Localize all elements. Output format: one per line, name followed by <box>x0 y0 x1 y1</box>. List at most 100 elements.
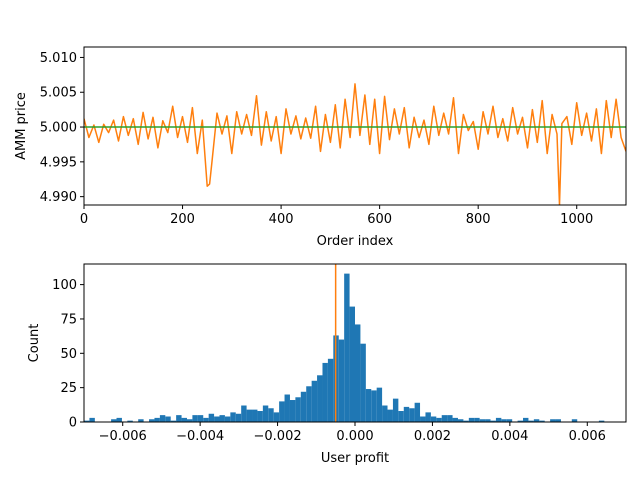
histogram-bar <box>414 402 421 422</box>
amm-price-line <box>84 83 626 205</box>
histogram-bar <box>495 417 502 422</box>
histogram-bar <box>138 419 144 422</box>
histogram-bar <box>550 419 556 422</box>
profit-histogram-y-axis: 0 25 50 75 100 <box>52 278 84 431</box>
y-tick-label: 4.995 <box>40 155 77 170</box>
histogram-bar <box>479 419 486 422</box>
histogram-bar <box>468 417 475 422</box>
histogram-bar <box>165 416 171 422</box>
price-chart-xlabel: Order index <box>317 234 394 249</box>
histogram-bar <box>436 417 442 422</box>
histogram-bar <box>252 409 258 422</box>
x-tick-label: −0.002 <box>254 429 302 444</box>
histogram-bar <box>300 391 307 422</box>
histogram-bar <box>523 417 529 422</box>
histogram-bar <box>365 389 372 422</box>
histogram-bar <box>197 415 204 422</box>
price-chart-plot-area <box>84 83 626 205</box>
x-tick-label: 600 <box>367 212 392 227</box>
histogram-bar <box>268 408 274 422</box>
histogram-bar <box>192 415 198 422</box>
histogram-bar <box>338 339 345 422</box>
y-tick-label: 100 <box>52 278 77 293</box>
y-tick-label: 75 <box>60 312 77 327</box>
histogram-bar <box>230 412 236 422</box>
y-tick-label: 5.005 <box>40 86 77 101</box>
histogram-bar <box>474 417 480 422</box>
y-tick-label: 0 <box>69 416 77 431</box>
histogram-bar <box>398 411 404 422</box>
histogram-bar <box>154 417 160 422</box>
histogram-bar <box>176 415 182 422</box>
histogram-bar <box>170 420 177 422</box>
x-tick-label: 0.000 <box>336 429 373 444</box>
x-tick-label: 0.004 <box>491 429 528 444</box>
histogram-bar <box>257 411 263 422</box>
histogram-bar <box>403 406 410 422</box>
histogram-bar <box>447 415 453 422</box>
histogram-bar <box>149 419 155 422</box>
histogram-bar <box>89 417 95 422</box>
histogram-bar <box>116 417 122 422</box>
histogram-bar <box>203 417 209 422</box>
histogram-bar <box>392 398 399 422</box>
histogram-bar <box>409 408 415 422</box>
histogram-bar <box>273 412 280 422</box>
histogram-bar <box>452 417 458 422</box>
x-tick-label: 0.006 <box>569 429 606 444</box>
histogram-bar <box>224 416 231 422</box>
y-tick-label: 5.010 <box>40 51 77 66</box>
price-chart-frame <box>83 46 627 206</box>
histogram-bar <box>598 420 605 422</box>
histogram-bar <box>506 419 513 422</box>
x-tick-label: 1000 <box>560 212 593 227</box>
histogram-bar <box>420 416 426 422</box>
price-chart: 0 200 400 600 800 1000 4.990 4.995 5.000 5.005 5.… <box>14 46 627 249</box>
y-tick-label: 4.990 <box>40 190 77 205</box>
profit-histogram-xlabel: User profit <box>321 451 389 466</box>
histogram-bar <box>295 397 301 422</box>
x-tick-label: 0.002 <box>414 429 451 444</box>
histogram-bar <box>246 409 253 422</box>
histogram-bar <box>528 420 534 422</box>
histogram-bar <box>84 420 90 422</box>
histogram-bar <box>344 273 350 422</box>
histogram-bar <box>463 420 469 422</box>
histogram-bar <box>533 419 540 422</box>
x-tick-label: −0.006 <box>99 429 147 444</box>
histogram-bar <box>376 387 383 422</box>
x-tick-label: 0 <box>80 212 88 227</box>
x-tick-label: −0.004 <box>176 429 224 444</box>
histogram-bar <box>441 415 448 422</box>
histogram-bar <box>159 415 166 422</box>
histogram-bar <box>219 415 225 422</box>
histogram-bar <box>289 400 296 422</box>
histogram-bar <box>555 419 561 422</box>
histogram-bar <box>457 419 464 422</box>
histogram-bar <box>349 306 355 422</box>
histogram-bar <box>425 412 431 422</box>
price-chart-y-axis: 4.990 4.995 5.000 5.005 5.010 <box>40 51 84 205</box>
histogram-bar <box>279 401 285 422</box>
profit-histogram: −0.006 −0.004 −0.002 0.000 0.002 0.004 0.006 0… <box>27 263 627 466</box>
profit-histogram-ylabel: Count <box>27 324 42 363</box>
histogram-bar <box>306 386 312 422</box>
price-chart-x-axis: 0 200 400 600 800 1000 <box>80 205 593 227</box>
histogram-bar <box>111 419 117 422</box>
histogram-bar <box>181 417 187 422</box>
histogram-bar <box>241 405 247 422</box>
profit-histogram-plot-area <box>84 264 605 422</box>
x-tick-label: 800 <box>466 212 491 227</box>
histogram-bar <box>322 362 328 422</box>
histogram-bar <box>311 380 318 422</box>
histogram-bar <box>501 419 507 422</box>
x-tick-label: 200 <box>170 212 195 227</box>
histogram-bar <box>430 416 437 422</box>
histogram-bar <box>360 343 366 422</box>
histogram-bar <box>235 413 242 422</box>
histogram-bar <box>327 358 334 422</box>
histogram-bar <box>317 375 323 422</box>
x-tick-label: 400 <box>269 212 294 227</box>
price-chart-ylabel: AMM price <box>14 92 29 160</box>
histogram-bar <box>387 409 393 422</box>
